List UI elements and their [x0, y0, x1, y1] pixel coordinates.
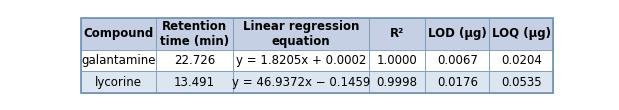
Bar: [425, 50, 489, 71]
Text: Linear regression
equation: Linear regression equation: [243, 20, 360, 48]
Bar: [81, 18, 156, 50]
Text: LOQ (μg): LOQ (μg): [491, 27, 551, 40]
Text: 13.491: 13.491: [174, 75, 215, 89]
Bar: [489, 18, 553, 50]
Text: 0.0067: 0.0067: [437, 54, 478, 67]
Text: LOD (μg): LOD (μg): [428, 27, 487, 40]
Text: R²: R²: [390, 27, 404, 40]
Bar: [370, 50, 425, 71]
Text: 0.0204: 0.0204: [501, 54, 542, 67]
Bar: [81, 71, 156, 93]
Bar: [425, 18, 489, 50]
Bar: [156, 18, 233, 50]
Bar: [370, 18, 425, 50]
Text: lycorine: lycorine: [95, 75, 142, 89]
Bar: [425, 71, 489, 93]
Bar: [489, 50, 553, 71]
Bar: [489, 71, 553, 93]
Text: galantamine: galantamine: [81, 54, 156, 67]
Bar: [156, 71, 233, 93]
Bar: [81, 18, 553, 93]
Text: 1.0000: 1.0000: [377, 54, 418, 67]
Bar: [233, 50, 370, 71]
Bar: [81, 50, 156, 71]
Text: Retention
time (min): Retention time (min): [160, 20, 229, 48]
Text: 0.0535: 0.0535: [501, 75, 542, 89]
Bar: [156, 50, 233, 71]
Bar: [370, 71, 425, 93]
Text: Compound: Compound: [84, 27, 154, 40]
Text: y = 46.9372x − 0.1459: y = 46.9372x − 0.1459: [232, 75, 370, 89]
Text: 0.0176: 0.0176: [437, 75, 478, 89]
Text: y = 1.8205x + 0.0002: y = 1.8205x + 0.0002: [236, 54, 366, 67]
Text: 0.9998: 0.9998: [377, 75, 418, 89]
Bar: [233, 18, 370, 50]
Text: 22.726: 22.726: [174, 54, 215, 67]
Bar: [233, 71, 370, 93]
